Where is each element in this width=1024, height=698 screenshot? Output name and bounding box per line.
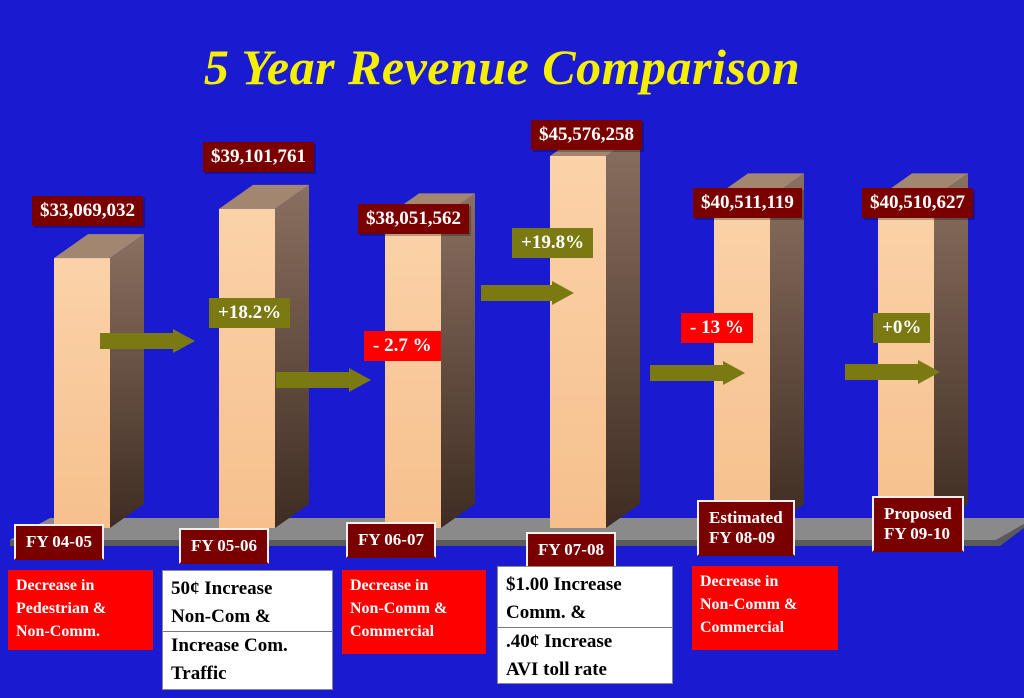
value-label: $33,069,032 [32, 196, 143, 226]
bar [878, 197, 934, 528]
category-label: FY 06-07 [346, 522, 436, 558]
growth-arrow [845, 360, 940, 384]
bar-side [110, 234, 144, 528]
change-label: - 13 % [681, 313, 753, 343]
category-label: Estimated FY 08-09 [697, 500, 795, 556]
category-label: FY 04-05 [14, 524, 104, 560]
value-label: $40,511,119 [693, 188, 802, 218]
bar-side [441, 193, 475, 528]
bar [219, 208, 275, 529]
category-label: FY 05-06 [179, 528, 269, 564]
category-label: Proposed FY 09-10 [872, 496, 964, 552]
bar-side [275, 184, 309, 529]
growth-arrow [650, 361, 745, 385]
bar [54, 258, 110, 528]
note-box: Decrease in Non-Comm & Commercial [692, 566, 838, 650]
growth-arrow [481, 281, 574, 305]
change-label: - 2.7 % [364, 331, 441, 361]
bar [550, 156, 606, 528]
bar-side [770, 173, 804, 528]
bar-side [934, 173, 968, 528]
bar-side [606, 132, 640, 528]
bar [385, 217, 441, 528]
chart-title: 5 Year Revenue Comparison [203, 39, 801, 95]
change-label: +0% [873, 313, 931, 343]
note-box: $1.00 Increase Comm. & .40¢ Increase AVI to… [497, 566, 673, 684]
growth-arrow [276, 368, 371, 392]
bar [714, 197, 770, 528]
value-label: $39,101,761 [203, 142, 314, 172]
bar-top [219, 184, 309, 209]
category-label: FY 07-08 [526, 532, 616, 568]
bar-top [54, 234, 144, 259]
value-label: $38,051,562 [358, 204, 469, 234]
note-box: 50¢ Increase Non-Com & Increase Com. Traffi… [162, 570, 333, 690]
note-box: Decrease in Non-Comm & Commercial [342, 570, 486, 654]
value-label: $40,510,627 [862, 188, 973, 218]
growth-arrow [100, 329, 195, 353]
change-label: +19.8% [512, 228, 594, 258]
note-box: Decrease in Pedestrian & Non-Comm. [8, 570, 153, 650]
change-label: +18.2% [209, 298, 291, 328]
value-label: $45,576,258 [531, 120, 642, 150]
